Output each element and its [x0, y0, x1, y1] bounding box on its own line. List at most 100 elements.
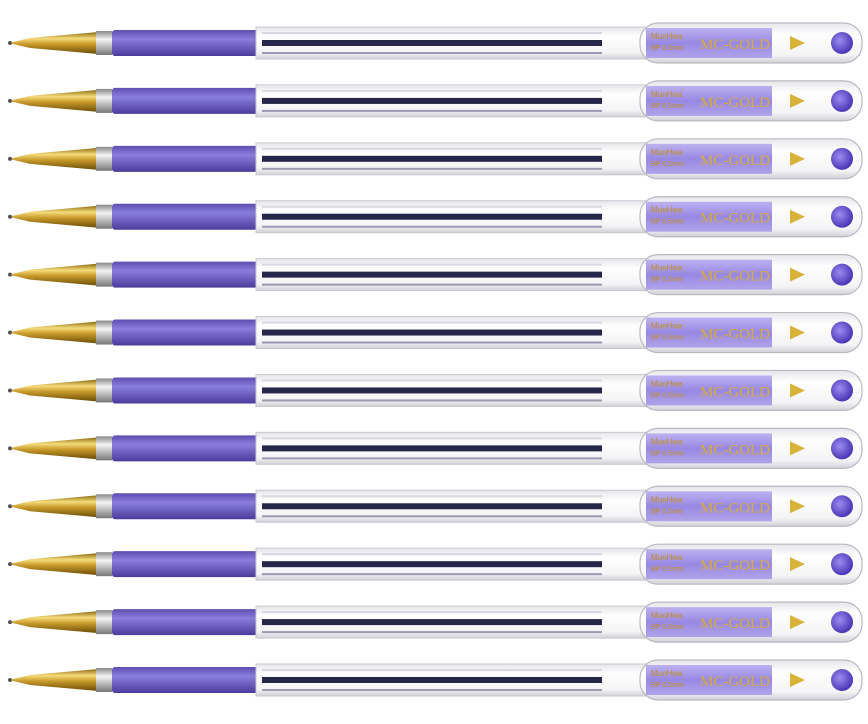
pen: MunHwa BP 0.5mm MC-GOLD	[8, 543, 863, 585]
pen: MunHwa BP 0.5mm MC-GOLD	[8, 485, 863, 527]
grip	[112, 145, 258, 172]
spec: BP 0.5mm	[651, 335, 684, 342]
pen: MunHwa BP 0.5mm MC-GOLD	[8, 80, 863, 122]
model: MC-GOLD	[700, 327, 770, 343]
tip-ring	[96, 668, 112, 692]
tip-ring	[96, 552, 112, 577]
grip	[112, 30, 258, 56]
ink-refill	[262, 561, 602, 568]
spec: BP 0.5mm	[651, 682, 684, 689]
pen-tip	[9, 437, 98, 460]
cap-band	[646, 28, 772, 58]
grip	[112, 203, 258, 230]
spec: BP 0.5mm	[651, 450, 684, 457]
clip-mark	[790, 267, 805, 282]
spec: BP 0.5mm	[651, 392, 684, 399]
ink-refill	[262, 271, 602, 278]
barrel-shadow	[262, 399, 602, 402]
pen: MunHwa BP 0.5mm MC-GOLD	[8, 254, 863, 296]
model: MC-GOLD	[700, 153, 770, 169]
spec: BP 0.5mm	[651, 219, 684, 226]
clip-mark	[790, 499, 805, 514]
cap-dot	[831, 205, 853, 228]
cap-dot	[831, 437, 853, 460]
model: MC-GOLD	[700, 384, 770, 400]
clip-mark	[790, 673, 805, 687]
cap-band	[646, 665, 772, 695]
grip	[112, 319, 258, 346]
ink-refill	[262, 445, 602, 452]
grip	[112, 609, 258, 636]
barrel-shine	[262, 553, 602, 556]
brand: MunHwa	[651, 379, 683, 388]
pen: MunHwa BP 0.5mm MC-GOLD	[8, 601, 863, 643]
model: MC-GOLD	[700, 37, 770, 53]
pen: MunHwa BP 0.5mm MC-GOLD	[8, 427, 863, 469]
cap-dot	[831, 89, 853, 112]
barrel-shadow	[262, 457, 602, 460]
brand: MunHwa	[651, 264, 683, 273]
brand: MunHwa	[651, 495, 683, 504]
barrel-shadow	[262, 225, 602, 228]
pen: MunHwa BP 0.5mm MC-GOLD	[8, 311, 863, 354]
barrel-shadow	[262, 109, 602, 112]
barrel-shadow	[262, 341, 602, 344]
ink-refill	[262, 155, 602, 162]
cap-dot	[831, 669, 853, 691]
ink-refill	[262, 387, 602, 394]
grip	[112, 87, 258, 114]
cap-band	[646, 607, 772, 638]
brand: MunHwa	[651, 437, 683, 446]
spec: BP 0.5mm	[651, 277, 684, 284]
model: MC-GOLD	[700, 442, 770, 458]
ink-refill	[262, 503, 602, 510]
clip-mark	[790, 383, 805, 398]
cap-dot	[831, 379, 853, 402]
cap-band	[646, 491, 772, 522]
barrel-shadow	[262, 689, 602, 691]
cap-dot	[831, 553, 853, 576]
cap-band	[646, 375, 772, 406]
ball	[8, 562, 12, 567]
ball	[8, 41, 12, 45]
clip-mark	[790, 325, 805, 340]
cap-dot	[831, 263, 853, 286]
brand: MunHwa	[651, 148, 683, 157]
barrel-shine	[262, 205, 602, 208]
grip	[112, 493, 258, 520]
tip-ring	[96, 146, 112, 171]
ball	[8, 156, 12, 161]
brand: MunHwa	[651, 669, 683, 678]
spec: BP 0.5mm	[651, 566, 684, 573]
pen: MunHwa BP 0.5mm MC-GOLD	[8, 22, 863, 64]
ink-refill	[262, 97, 602, 104]
tip-ring	[96, 378, 112, 403]
ball	[8, 214, 12, 219]
ball	[8, 446, 12, 451]
pen: MunHwa BP 0.5mm MC-GOLD	[8, 196, 863, 238]
clip-mark	[790, 557, 805, 572]
ball	[8, 504, 12, 509]
pen-tip	[9, 495, 98, 518]
ball	[8, 98, 12, 103]
barrel-shine	[262, 32, 602, 34]
spec: BP 0.5mm	[651, 508, 684, 515]
clip-mark	[790, 441, 805, 456]
clip-mark	[790, 151, 805, 166]
spec: BP 0.5mm	[651, 103, 684, 110]
cap-band	[646, 549, 772, 580]
ink-refill	[262, 619, 602, 626]
ink-refill	[262, 677, 602, 683]
barrel-shine	[262, 669, 602, 671]
pen: MunHwa BP 0.5mm MC-GOLD	[8, 138, 863, 180]
clip-mark	[790, 93, 805, 108]
tip-ring	[96, 204, 112, 229]
grip	[112, 667, 258, 693]
clip-mark	[790, 615, 805, 630]
barrel-shadow	[262, 515, 602, 518]
model: MC-GOLD	[700, 674, 770, 690]
cap-dot	[831, 32, 853, 54]
pen: MunHwa BP 0.5mm MC-GOLD	[8, 369, 863, 412]
ball	[8, 388, 12, 393]
